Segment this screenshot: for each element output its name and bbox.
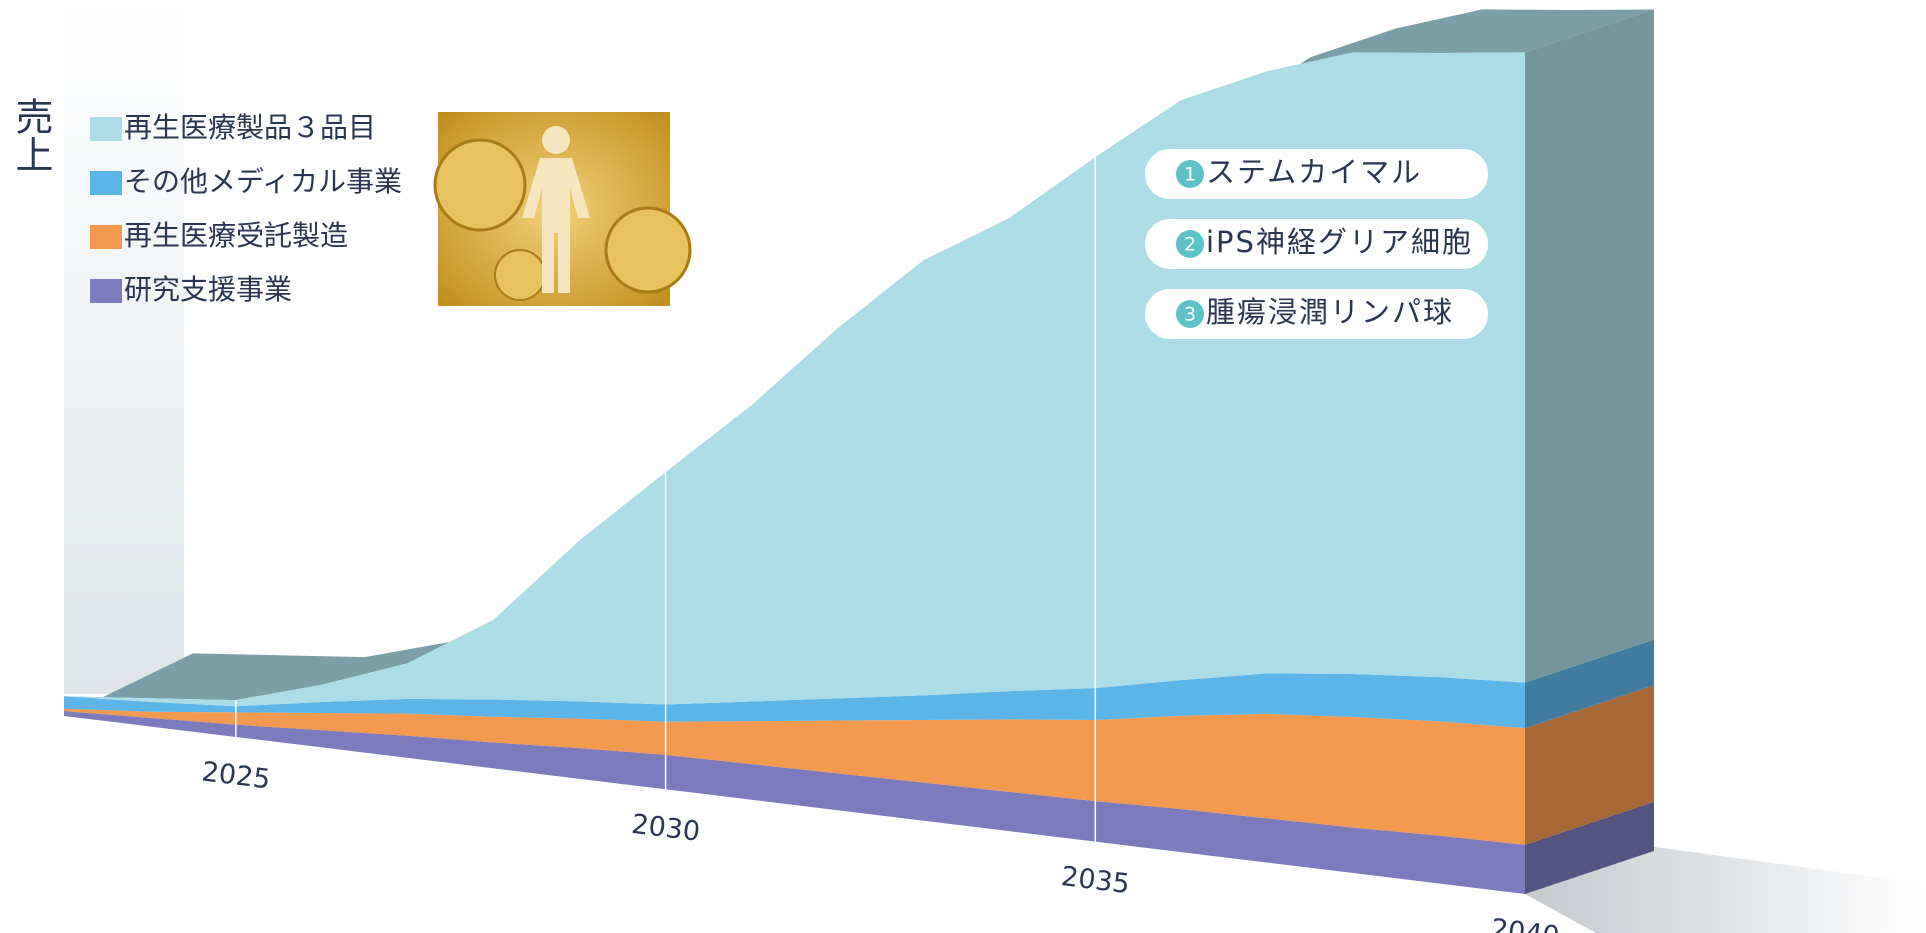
x-tick-label: 2025 bbox=[200, 756, 272, 795]
photo bbox=[433, 112, 692, 306]
y-label: 売上 bbox=[9, 97, 53, 173]
area bbox=[64, 708, 1525, 845]
area bbox=[64, 52, 1525, 707]
annotations: 1 ステムカイマル 2 iPS神経グリア細胞 3 腫瘍浸潤リンパ球 bbox=[1145, 149, 1488, 339]
annotation-number: 2 bbox=[1184, 234, 1196, 256]
legend-swatch bbox=[90, 117, 122, 141]
annotation-pill bbox=[1145, 219, 1488, 269]
legend-label: 再生医療受託製造 bbox=[124, 219, 348, 252]
legend-swatch bbox=[90, 225, 122, 249]
x-tick-label: 2040 bbox=[1489, 913, 1561, 933]
annotation-text: iPS神経グリア細胞 bbox=[1206, 225, 1473, 259]
legend-swatch bbox=[90, 279, 122, 303]
annotation-number: 3 bbox=[1184, 304, 1196, 326]
annotation-number: 1 bbox=[1184, 164, 1196, 186]
legend-swatch bbox=[90, 171, 122, 195]
side-face bbox=[1525, 639, 1654, 729]
annotation-text: 腫瘍浸潤リンパ球 bbox=[1206, 295, 1454, 329]
legend-label: その他メディカル事業 bbox=[124, 165, 402, 198]
backdrop bbox=[64, 0, 184, 694]
legend-label: 研究支援事業 bbox=[124, 273, 292, 306]
annotation-badge bbox=[1176, 230, 1204, 258]
floor-shadow bbox=[1525, 847, 1926, 933]
annotation-pill bbox=[1145, 149, 1488, 199]
legend-label: 再生医療製品３品目 bbox=[124, 111, 376, 144]
annotation-text: ステムカイマル bbox=[1206, 155, 1422, 189]
x-tick-label: 2035 bbox=[1059, 861, 1131, 900]
annotation-badge bbox=[1176, 160, 1204, 188]
plot: 2025 2030 2035 2040 bbox=[64, 9, 1654, 933]
side-face bbox=[1525, 685, 1654, 845]
side-face bbox=[1525, 801, 1654, 894]
area bbox=[64, 711, 1525, 894]
side-face bbox=[1525, 9, 1654, 683]
annotation-pill bbox=[1145, 289, 1488, 339]
annotation-badge bbox=[1176, 300, 1204, 328]
area bbox=[64, 673, 1525, 729]
x-tick-label: 2030 bbox=[630, 809, 702, 848]
